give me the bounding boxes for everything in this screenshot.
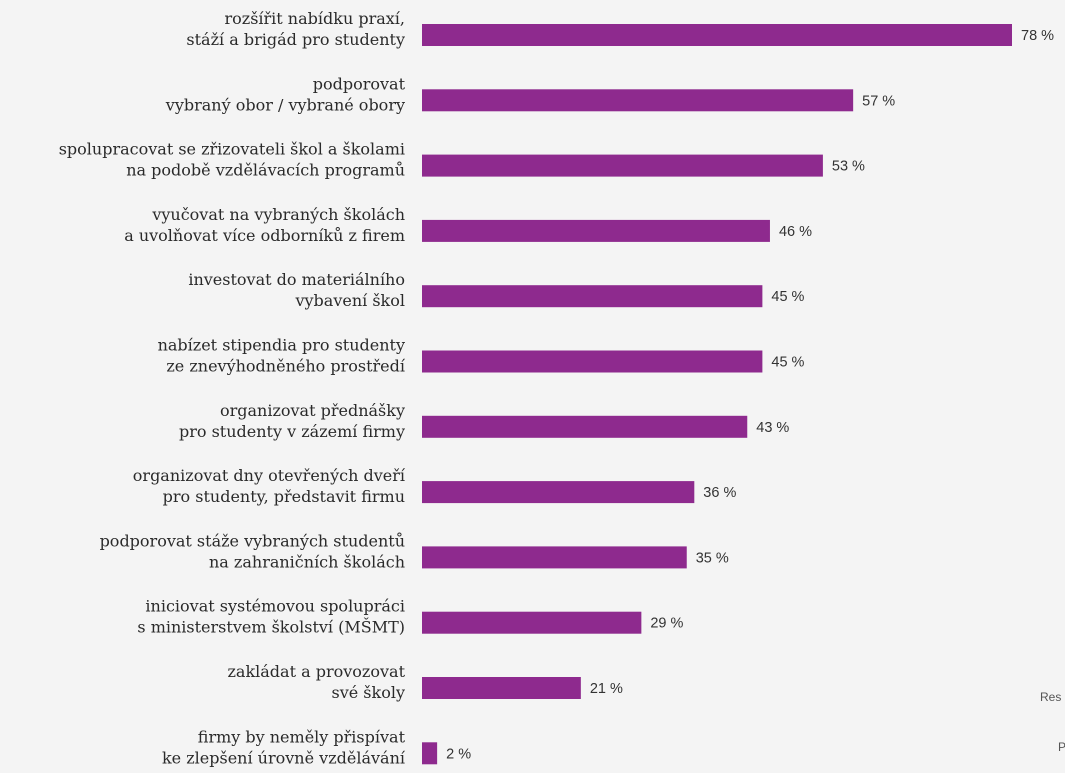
- category-label: rozšířit nabídku praxí, stáží a brigád pr…: [186, 9, 405, 49]
- data-label: 2 %: [446, 746, 471, 762]
- data-label: 46 %: [779, 224, 812, 240]
- category-label-line: zakládat a provozovat: [227, 662, 405, 681]
- bars-group: rozšířit nabídku praxí, stáží a brigád pr…: [59, 9, 1054, 767]
- bar: [422, 24, 1012, 46]
- data-label: 45 %: [771, 289, 804, 305]
- category-label: podporovat vybraný obor / vybrané obory: [165, 74, 406, 114]
- category-label-line: podporovat stáže vybraných studentů: [100, 531, 405, 550]
- category-label-line: vybavení škol: [294, 291, 405, 310]
- edge-text-p: P: [1058, 740, 1065, 754]
- category-label-line: iniciovat systémovou spolupráci: [145, 597, 405, 616]
- category-label: spolupracovat se zřizovateli škol a škol…: [59, 140, 405, 180]
- category-label: investovat do materiálního vybavení škol: [188, 270, 405, 310]
- bar: [422, 89, 854, 112]
- category-label-line: ke zlepšení úrovně vzdělávání: [162, 748, 406, 767]
- category-label-line: na zahraničních školách: [209, 552, 405, 571]
- category-label-line: pro studenty, představit firmu: [163, 487, 405, 506]
- bar: [422, 219, 770, 242]
- data-label: 45 %: [771, 355, 804, 371]
- bar: [422, 611, 642, 634]
- bar: [422, 154, 823, 177]
- edge-text-res: Res: [1040, 690, 1061, 704]
- bar: [422, 415, 748, 438]
- data-label: 21 %: [590, 681, 623, 697]
- category-label-line: stáží a brigád pro studenty: [186, 30, 405, 49]
- data-label: 57 %: [862, 93, 895, 109]
- category-label: nabízet stipendia pro studenty ze znevýho…: [158, 336, 406, 376]
- data-label: 43 %: [756, 420, 789, 436]
- bar: [422, 742, 438, 765]
- bar: [422, 350, 763, 373]
- category-label-line: organizovat dny otevřených dveří: [133, 466, 406, 485]
- bar: [422, 677, 581, 699]
- category-label: podporovat stáže vybraných studentů na za…: [100, 531, 405, 571]
- category-label-line: investovat do materiálního: [188, 270, 405, 289]
- category-label-line: a uvolňovat více odborníků z firem: [124, 226, 405, 245]
- category-label-line: organizovat přednášky: [220, 401, 405, 420]
- category-label-line: spolupracovat se zřizovateli škol a škol…: [59, 140, 405, 159]
- category-label: firmy by neměly přispívat ke zlepšení úro…: [162, 727, 406, 767]
- category-label-line: s ministerstvem školství (MŠMT): [137, 617, 405, 637]
- bar: [422, 546, 687, 569]
- category-label-line: ze znevýhodněného prostředí: [166, 357, 406, 376]
- bar: [422, 285, 763, 308]
- category-label-line: rozšířit nabídku praxí,: [224, 9, 405, 28]
- bar: [422, 481, 695, 504]
- category-label-line: své školy: [332, 683, 406, 702]
- category-label-line: pro studenty v zázemí firmy: [179, 422, 405, 441]
- data-label: 53 %: [832, 159, 865, 175]
- category-label: vyučovat na vybraných školách a uvolňovat…: [124, 205, 405, 245]
- category-label: organizovat přednášky pro studenty v záze…: [179, 401, 405, 441]
- category-label-line: nabízet stipendia pro studenty: [158, 336, 405, 355]
- category-label: iniciovat systémovou spolupráci s ministe…: [137, 597, 405, 637]
- category-label-line: podporovat: [313, 74, 406, 93]
- data-label: 36 %: [703, 485, 736, 501]
- category-label-line: vyučovat na vybraných školách: [151, 205, 405, 224]
- category-label: zakládat a provozovat své školy: [227, 662, 405, 702]
- category-label: organizovat dny otevřených dveří pro stud…: [133, 466, 406, 506]
- category-label-line: vybraný obor / vybrané obory: [165, 95, 405, 114]
- data-label: 29 %: [650, 616, 683, 632]
- data-label: 35 %: [696, 550, 729, 566]
- data-label: 78 %: [1021, 28, 1054, 44]
- category-label-line: firmy by neměly přispívat: [198, 727, 406, 746]
- category-label-line: na podobě vzdělávacích programů: [126, 161, 405, 180]
